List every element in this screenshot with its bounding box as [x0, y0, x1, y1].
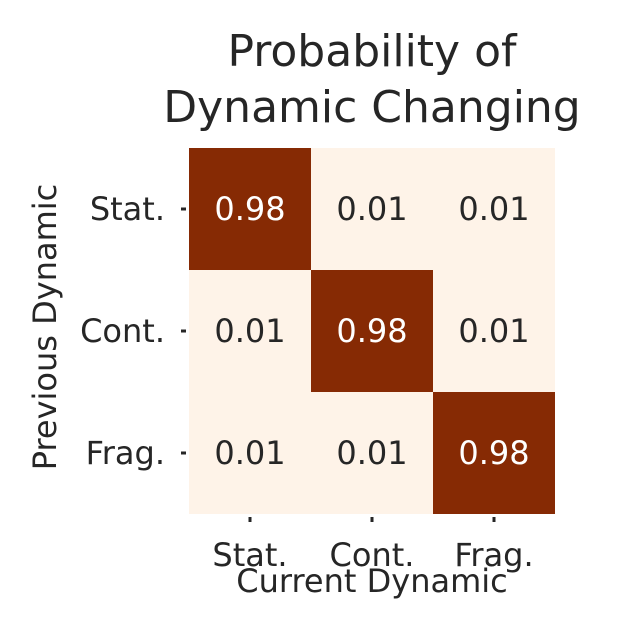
cell-value-label-r0-c1: 0.01	[336, 190, 407, 228]
heatmap-cell-r1-c2	[433, 270, 555, 392]
cell-value-label-r1-c2: 0.01	[458, 312, 529, 350]
x-axis-label: Current Dynamic	[236, 562, 507, 600]
cell-value-label-r1-c0: 0.01	[214, 312, 285, 350]
chart-title-line-2: Dynamic Changing	[163, 82, 580, 133]
x-tick-label: Stat.	[212, 536, 287, 574]
cell-value-label-r2-c0: 0.01	[214, 434, 285, 472]
heatmap-cell-r0-c1	[311, 148, 433, 270]
y-tick-label: Cont.	[80, 312, 165, 350]
x-tick-label: Cont.	[330, 536, 415, 574]
y-tick-label: Stat.	[90, 190, 165, 228]
cell-value-label-r1-c1: 0.98	[336, 312, 407, 350]
heatmap-cell-r2-c1	[311, 392, 433, 514]
heatmap-cell-r0-c2	[433, 148, 555, 270]
heatmap-cell-r0-c0	[189, 148, 311, 270]
heatmap-plot-area: 0.98 0.01 0.01 0.01 0.98 0.01 0.01 0.01 0.98 Stat…	[80, 148, 555, 574]
y-tick-label: Frag.	[86, 434, 165, 472]
cell-value-label-r0-c0: 0.98	[214, 190, 285, 228]
y-axis-label: Previous Dynamic	[26, 184, 64, 471]
x-tick-label: Frag.	[454, 536, 533, 574]
heatmap-cell-r1-c0	[189, 270, 311, 392]
cell-value-label-r0-c2: 0.01	[458, 190, 529, 228]
heatmap-cell-r1-c1	[311, 270, 433, 392]
chart-title-line-1: Probability of	[228, 26, 518, 77]
heatmap-cell-r2-c0	[189, 392, 311, 514]
heatmap-cell-r2-c2	[433, 392, 555, 514]
cell-value-label-r2-c1: 0.01	[336, 434, 407, 472]
cell-value-label-r2-c2: 0.98	[458, 434, 529, 472]
